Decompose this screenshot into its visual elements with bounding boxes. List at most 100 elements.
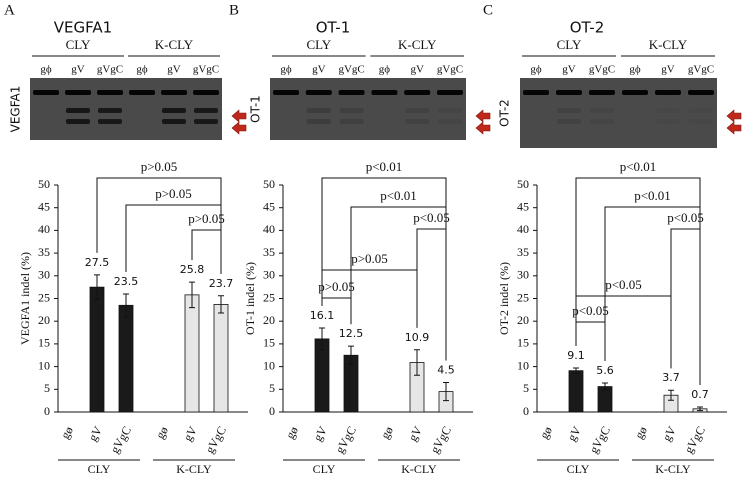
gel-band xyxy=(339,108,364,113)
y-tick-label: 25 xyxy=(263,290,275,304)
y-tick-label: 15 xyxy=(38,336,50,350)
gel-band xyxy=(405,108,430,113)
significance-bracket xyxy=(191,229,222,274)
bar xyxy=(89,286,105,413)
error-bar xyxy=(668,389,674,401)
significance-label: p<0.01 xyxy=(380,188,417,203)
y-tick-label: 50 xyxy=(517,177,529,191)
y-tick-label: 20 xyxy=(517,313,529,327)
gel-band xyxy=(590,119,614,124)
bar xyxy=(568,370,584,413)
value-label: 0.7 xyxy=(691,388,709,401)
x-tick-label: gV xyxy=(181,424,201,444)
y-tick-label: 10 xyxy=(517,358,529,372)
gel-group-label: K-CLY xyxy=(398,37,437,52)
y-tick-label: 45 xyxy=(38,199,50,213)
gel-lane-label: gVgC xyxy=(688,64,714,76)
value-label: 23.7 xyxy=(209,277,234,290)
gel-lane-label: gVgC xyxy=(437,64,463,76)
x-tick-label: gV xyxy=(86,424,106,444)
gel-band xyxy=(273,90,299,95)
gel-band xyxy=(193,90,219,95)
significance-label: p<0.01 xyxy=(620,159,657,174)
gel-band xyxy=(523,90,549,95)
gel-arrow xyxy=(726,121,742,135)
significance-label: p<0.05 xyxy=(667,210,704,225)
y-tick-label: 45 xyxy=(517,199,529,213)
error-bar xyxy=(602,382,608,391)
x-tick-label: gVgC xyxy=(428,424,454,456)
gel-band xyxy=(622,90,648,95)
x-tick-label: gV xyxy=(406,424,426,444)
error-bar xyxy=(414,349,420,376)
significance-label: p>0.05 xyxy=(155,186,192,201)
gel-lane-label: gϕ xyxy=(136,64,148,76)
gel-band xyxy=(194,108,218,113)
x-group-label: CLY xyxy=(567,462,590,476)
x-tick-label: gV xyxy=(565,424,585,444)
gel-band xyxy=(689,108,713,113)
y-tick-label: 40 xyxy=(38,222,50,236)
significance-label: p>0.05 xyxy=(141,159,178,174)
y-tick-label: 5 xyxy=(44,381,50,395)
gel-band xyxy=(161,90,187,95)
y-tick-label: 0 xyxy=(44,404,50,418)
gel-lane-label: gVgC xyxy=(193,64,219,76)
gel-lane-label: gV xyxy=(71,64,85,76)
gel-band xyxy=(306,119,331,124)
gel-band xyxy=(339,119,364,124)
gel-lane-label: gV xyxy=(312,64,326,76)
y-tick-label: 30 xyxy=(263,268,275,282)
gel-band xyxy=(404,90,431,95)
bar xyxy=(213,304,229,413)
gel-lane-label: gϕ xyxy=(629,64,641,76)
gel-lane-label: gV xyxy=(410,64,424,76)
y-tick-label: 40 xyxy=(517,222,529,236)
x-tick-label: gVgC xyxy=(587,424,613,456)
significance-label: p>0.05 xyxy=(351,251,388,266)
gel-lane-label: gVgC xyxy=(589,64,615,76)
significance-label: p<0.01 xyxy=(366,159,403,174)
x-tick-label: gV xyxy=(311,424,331,444)
gel-band xyxy=(405,119,430,124)
gel-lane-label: gϕ xyxy=(40,64,52,76)
gel-lane-label: gϕ xyxy=(530,64,542,76)
gel-arrow xyxy=(231,109,247,123)
gel-band xyxy=(162,108,186,113)
x-tick-label: gø xyxy=(632,424,650,441)
y-tick-label: 5 xyxy=(523,381,529,395)
gel-band xyxy=(66,119,90,124)
x-tick-label: gø xyxy=(378,424,396,441)
bar xyxy=(184,294,200,413)
gel-band xyxy=(194,119,218,124)
y-tick-label: 25 xyxy=(517,290,529,304)
y-tick-label: 15 xyxy=(517,336,529,350)
gel-title: VEGFA1 xyxy=(54,19,112,37)
error-bar xyxy=(218,295,224,314)
significance-bracket xyxy=(575,295,672,369)
x-tick-label: gVgC xyxy=(333,424,359,456)
y-axis-title: OT-1 indel (%) xyxy=(243,262,257,335)
gel-group-label: CLY xyxy=(66,37,91,52)
value-label: 27.5 xyxy=(85,256,110,269)
error-bar xyxy=(697,406,703,412)
value-label: 3.7 xyxy=(662,371,680,384)
value-label: 16.1 xyxy=(310,309,335,322)
significance-bracket xyxy=(350,206,447,361)
gel-band xyxy=(656,108,680,113)
error-bar xyxy=(319,327,325,351)
significance-label: p<0.05 xyxy=(572,303,609,318)
significance-label: p>0.05 xyxy=(188,211,225,226)
gel-group-label: K-CLY xyxy=(155,37,194,52)
error-bar xyxy=(573,367,579,374)
y-tick-label: 40 xyxy=(263,222,275,236)
x-tick-label: gVgC xyxy=(203,424,229,456)
gel-lane-label: gϕ xyxy=(280,64,292,76)
gel-band xyxy=(98,108,122,113)
bar xyxy=(118,304,134,413)
x-tick-label: gø xyxy=(58,424,76,441)
gel-band xyxy=(557,108,581,113)
gel-band xyxy=(65,90,91,95)
gel-side-label: OT-2 xyxy=(498,99,512,127)
